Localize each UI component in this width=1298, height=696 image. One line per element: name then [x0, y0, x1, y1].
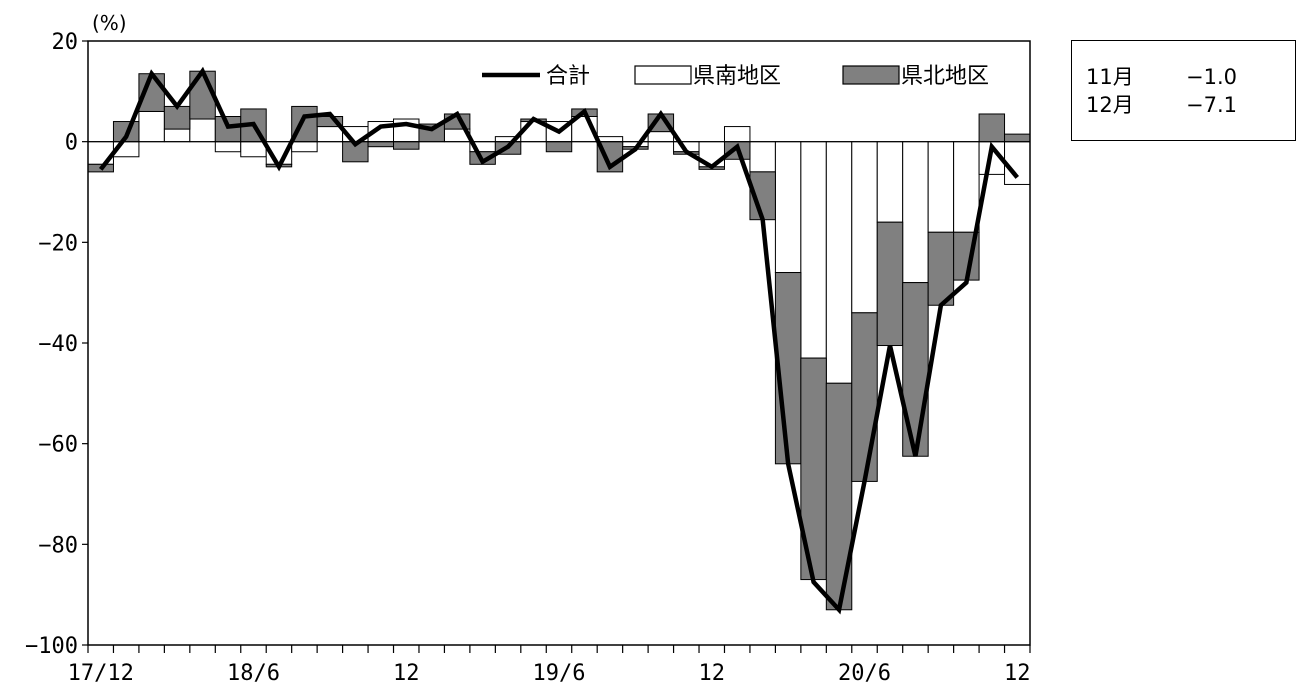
- south-bar: [240, 141, 267, 158]
- south-bar: [138, 110, 165, 143]
- y-tick-label: 20: [52, 30, 79, 55]
- y-tick-label: −80: [38, 533, 78, 558]
- south-bar: [953, 141, 980, 233]
- south-bar: [851, 141, 878, 314]
- south-bar: [800, 141, 827, 359]
- y-tick-label: −100: [25, 634, 78, 659]
- north-bar: [393, 141, 420, 150]
- unit-label: (%): [92, 11, 127, 35]
- chart-svg: 20 0 −20 −40 −60 −80 −100 17/12 18/6 12 19/6 12 20/…: [25, 11, 1031, 686]
- y-tick-label: −20: [38, 231, 78, 256]
- south-bar: [189, 118, 216, 143]
- north-bars-group: [87, 70, 1031, 611]
- north-bar: [367, 141, 395, 148]
- legend-north-swatch: [842, 65, 900, 85]
- legend-north-label: 県北地区: [901, 64, 989, 89]
- side-month-nov: 11月: [1086, 65, 1134, 89]
- legend-south-label: 県南地区: [693, 64, 781, 89]
- south-bar: [291, 141, 318, 153]
- south-bar: [749, 141, 776, 173]
- side-value-nov: −1.0: [1186, 65, 1237, 89]
- x-tick-label: 19/6: [533, 661, 586, 686]
- north-bar: [876, 221, 904, 347]
- south-bar: [825, 141, 853, 384]
- south-bar: [647, 131, 675, 143]
- north-bar: [851, 312, 878, 482]
- x-axis: 17/12 18/6 12 19/6 12 20/6 12: [68, 645, 1031, 686]
- south-bar: [902, 141, 929, 284]
- south-bar: [163, 128, 191, 143]
- south-bar: [596, 136, 624, 143]
- x-tick-label: 18/6: [227, 661, 280, 686]
- north-bar: [978, 113, 1006, 143]
- south-bar: [927, 141, 955, 233]
- x-tick-label: 17/12: [68, 661, 134, 686]
- south-bar: [876, 141, 904, 223]
- north-bar: [1004, 133, 1031, 143]
- south-bar: [774, 141, 802, 274]
- legend: 合計 県南地区 県北地区: [482, 64, 989, 89]
- south-bar: [214, 141, 242, 153]
- side-value-box: 11月 −1.0 12月 −7.1: [1071, 40, 1296, 141]
- south-bars-group: [87, 110, 1031, 384]
- x-tick-label: 12: [393, 661, 420, 686]
- north-bar: [214, 116, 242, 143]
- y-tick-label: 0: [65, 131, 78, 156]
- north-bar: [927, 231, 955, 306]
- legend-south-swatch: [634, 65, 692, 85]
- y-axis: 20 0 −20 −40 −60 −80 −100: [25, 30, 88, 659]
- south-bar: [1004, 141, 1031, 185]
- north-bar: [545, 141, 573, 153]
- y-tick-label: −40: [38, 332, 78, 357]
- x-tick-label: 12: [1004, 661, 1031, 686]
- south-bar: [316, 126, 344, 143]
- side-month-dec: 12月: [1086, 93, 1134, 117]
- x-tick-label: 20/6: [838, 661, 891, 686]
- x-tick-label: 12: [699, 661, 726, 686]
- y-tick-label: −60: [38, 433, 78, 458]
- total-line: [98, 66, 1020, 615]
- north-bar: [902, 282, 929, 457]
- side-row-dec: 12月 −7.1: [1086, 89, 1237, 119]
- side-value-dec: −7.1: [1186, 93, 1237, 117]
- south-bar: [723, 126, 751, 143]
- legend-total-label: 合計: [546, 64, 590, 89]
- side-row-nov: 11月 −1.0: [1086, 61, 1237, 91]
